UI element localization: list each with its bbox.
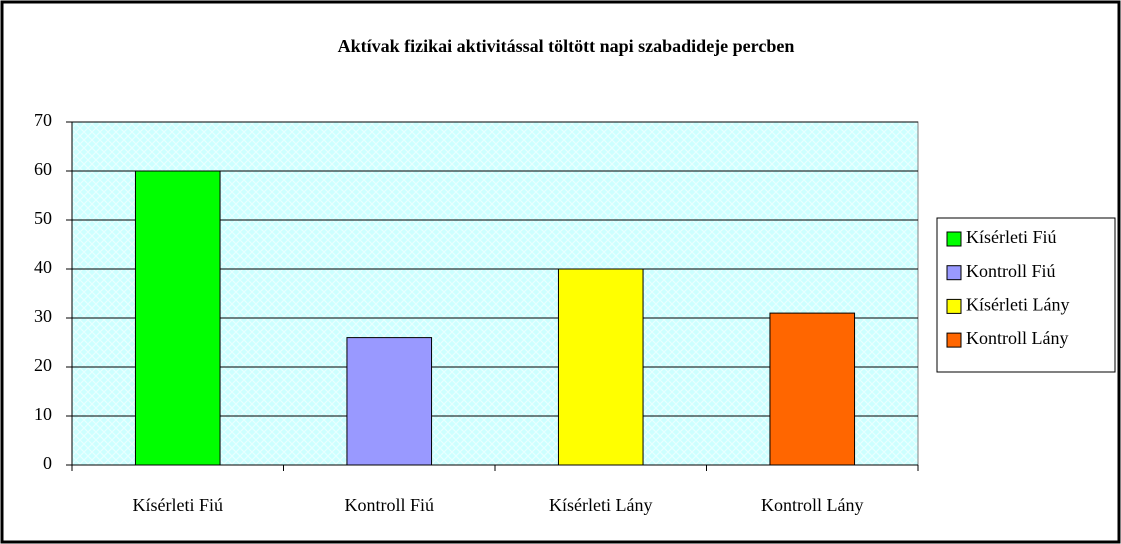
y-tick-label: 0: [43, 453, 52, 473]
legend-label: Kísérleti Lány: [966, 295, 1069, 315]
bar: [769, 312, 856, 466]
legend-label: Kontroll Fiú: [966, 261, 1056, 281]
y-tick-label: 40: [34, 257, 52, 277]
legend-label: Kísérleti Fiú: [966, 227, 1057, 247]
y-tick-label: 60: [34, 159, 52, 179]
chart-title: Aktívak fizikai aktivitással töltött nap…: [338, 36, 795, 56]
y-tick-label: 10: [34, 404, 52, 424]
x-tick-label: Kontroll Lány: [761, 495, 863, 515]
x-tick-label: Kísérleti Fiú: [133, 495, 224, 515]
y-tick-label: 70: [34, 110, 52, 130]
legend-swatch: [946, 231, 962, 247]
bar: [346, 337, 433, 466]
y-tick-label: 50: [34, 208, 52, 228]
bar: [134, 170, 221, 466]
legend-swatch: [946, 332, 962, 348]
x-tick-label: Kísérleti Lány: [549, 495, 652, 515]
y-tick-label: 20: [34, 355, 52, 375]
legend-label: Kontroll Lány: [966, 328, 1068, 348]
y-tick-label: 30: [34, 306, 52, 326]
bar: [557, 268, 644, 466]
x-tick-label: Kontroll Fiú: [344, 495, 434, 515]
legend: [936, 217, 1116, 373]
legend-swatch: [946, 298, 962, 314]
legend-swatch: [946, 265, 962, 281]
